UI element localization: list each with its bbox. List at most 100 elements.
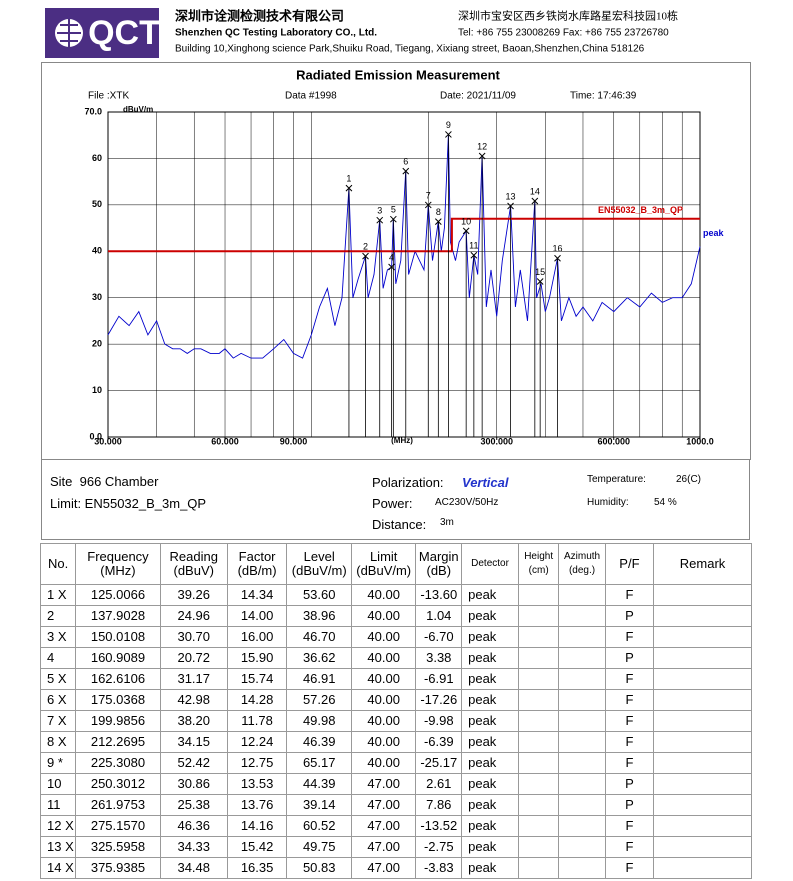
company-en: Shenzhen QC Testing Laboratory CO., Ltd. <box>175 28 377 39</box>
table-cell: 12 X <box>39 815 77 837</box>
table-cell: peak <box>461 689 519 711</box>
temperature-label: Temperature: <box>587 474 646 485</box>
table-cell: 30.86 <box>159 773 228 795</box>
humidity-label: Humidity: <box>587 497 629 508</box>
y-unit: dBuV/m <box>123 105 153 114</box>
table-cell: -6.39 <box>415 731 463 753</box>
table-cell: 25.38 <box>159 794 228 816</box>
time: Time: 17:46:39 <box>570 91 637 102</box>
table-cell: 40.00 <box>350 731 417 753</box>
table-cell: 49.75 <box>286 836 352 858</box>
table-cell: 14.34 <box>226 584 288 606</box>
table-cell: P <box>604 605 655 627</box>
marker-cross <box>345 184 353 192</box>
table-cell: 11 <box>39 794 77 816</box>
table-cell: peak <box>461 836 519 858</box>
distance-label: Distance: <box>372 517 427 532</box>
table-cell: 3.38 <box>415 647 463 669</box>
table-cell: 47.00 <box>350 815 417 837</box>
table-cell <box>558 731 606 753</box>
marker-cross <box>389 215 397 223</box>
table-cell: peak <box>461 668 519 690</box>
table-cell: 60.52 <box>286 815 352 837</box>
table-cell: 1 X <box>39 584 77 606</box>
table-cell <box>517 689 560 711</box>
table-cell <box>517 626 560 648</box>
table-cell: 3 X <box>39 626 77 648</box>
table-cell: peak <box>461 731 519 753</box>
marker-label: 12 <box>477 141 487 151</box>
data-no: Data #1998 <box>285 91 337 102</box>
table-row: 13 X 325.5958 34.33 15.42 49.75 47.00 -2.75 pea… <box>39 836 752 858</box>
table-cell: 38.96 <box>286 605 352 627</box>
chart-title: Radiated Emission Measurement <box>296 67 500 82</box>
marker-label: 11 <box>469 241 478 251</box>
table-cell: F <box>604 836 655 858</box>
table-cell: 16.35 <box>226 857 288 879</box>
table-cell <box>558 752 606 774</box>
table-cell <box>517 857 560 879</box>
table-cell: 52.42 <box>159 752 228 774</box>
table-cell: 12.75 <box>226 752 288 774</box>
table-cell: 39.26 <box>159 584 228 606</box>
marker-cross <box>531 197 539 205</box>
table-cell: 4 <box>39 647 77 669</box>
phone: Tel: +86 755 23008269 Fax: +86 755 23726… <box>458 28 669 39</box>
table-cell: 65.17 <box>286 752 352 774</box>
table-cell: P <box>604 773 655 795</box>
power: AC230V/50Hz <box>435 497 499 508</box>
table-cell: 275.1570 <box>75 815 161 837</box>
y-tick-label: 20 <box>92 339 102 349</box>
table-cell: -25.17 <box>415 752 463 774</box>
table-cell <box>517 668 560 690</box>
table-cell: 38.20 <box>159 710 228 732</box>
table-cell: 2 <box>39 605 77 627</box>
x-tick-label: 90.000 <box>280 436 308 446</box>
table-cell: F <box>604 626 655 648</box>
marker-label: 1 <box>346 174 351 184</box>
table-cell: 212.2695 <box>75 731 161 753</box>
marker-cross <box>536 278 544 285</box>
trace-label: peak <box>703 228 725 238</box>
table-cell: F <box>604 815 655 837</box>
table-cell: 34.33 <box>159 836 228 858</box>
table-cell <box>653 773 752 795</box>
marker-label: 14 <box>530 186 540 196</box>
table-cell <box>653 857 752 879</box>
marker-cross <box>424 201 432 209</box>
table-cell <box>558 605 606 627</box>
table-cell: 46.39 <box>286 731 352 753</box>
marker-label: 16 <box>553 244 563 254</box>
table-cell: peak <box>461 752 519 774</box>
table-cell: 8 X <box>39 731 77 753</box>
table-cell <box>653 794 752 816</box>
table-cell: 15.42 <box>226 836 288 858</box>
table-cell: 9 * <box>39 752 77 774</box>
header-row: No. Frequency (MHz) Reading (dBuV) Factor (… <box>39 543 752 585</box>
table-cell: 14 X <box>39 857 77 879</box>
table-row: 11 261.9753 25.38 13.76 39.14 47.00 7.86 peak P <box>39 794 752 816</box>
column-header: No. <box>39 543 77 585</box>
chart-sheet: QCT 深圳市诠测检测技术有限公司 Shenzhen QC Testing La… <box>41 8 751 460</box>
table-row: 7 X 199.9856 38.20 11.78 49.98 40.00 -9.98 peak… <box>39 710 752 732</box>
y-tick-label: 50 <box>92 199 102 209</box>
column-header: Level (dBuV/m) <box>286 543 352 585</box>
table-cell: 261.9753 <box>75 794 161 816</box>
table-cell <box>653 647 752 669</box>
table-cell <box>517 584 560 606</box>
table-row: 1 X 125.0066 39.26 14.34 53.60 40.00 -13.60 pea… <box>39 584 752 606</box>
table-cell: 34.15 <box>159 731 228 753</box>
table-cell: 40.00 <box>350 752 417 774</box>
table-cell <box>558 836 606 858</box>
table-cell <box>653 752 752 774</box>
column-header: Limit (dBuV/m) <box>350 543 417 585</box>
table-cell: 40.00 <box>350 668 417 690</box>
limit-name: Limit: EN55032_B_3m_QP <box>50 496 207 511</box>
table-cell: 250.3012 <box>75 773 161 795</box>
table-cell: 13 X <box>39 836 77 858</box>
table-cell: peak <box>461 857 519 879</box>
table-cell: F <box>604 584 655 606</box>
table-cell: 16.00 <box>226 626 288 648</box>
power-label: Power: <box>372 496 413 511</box>
